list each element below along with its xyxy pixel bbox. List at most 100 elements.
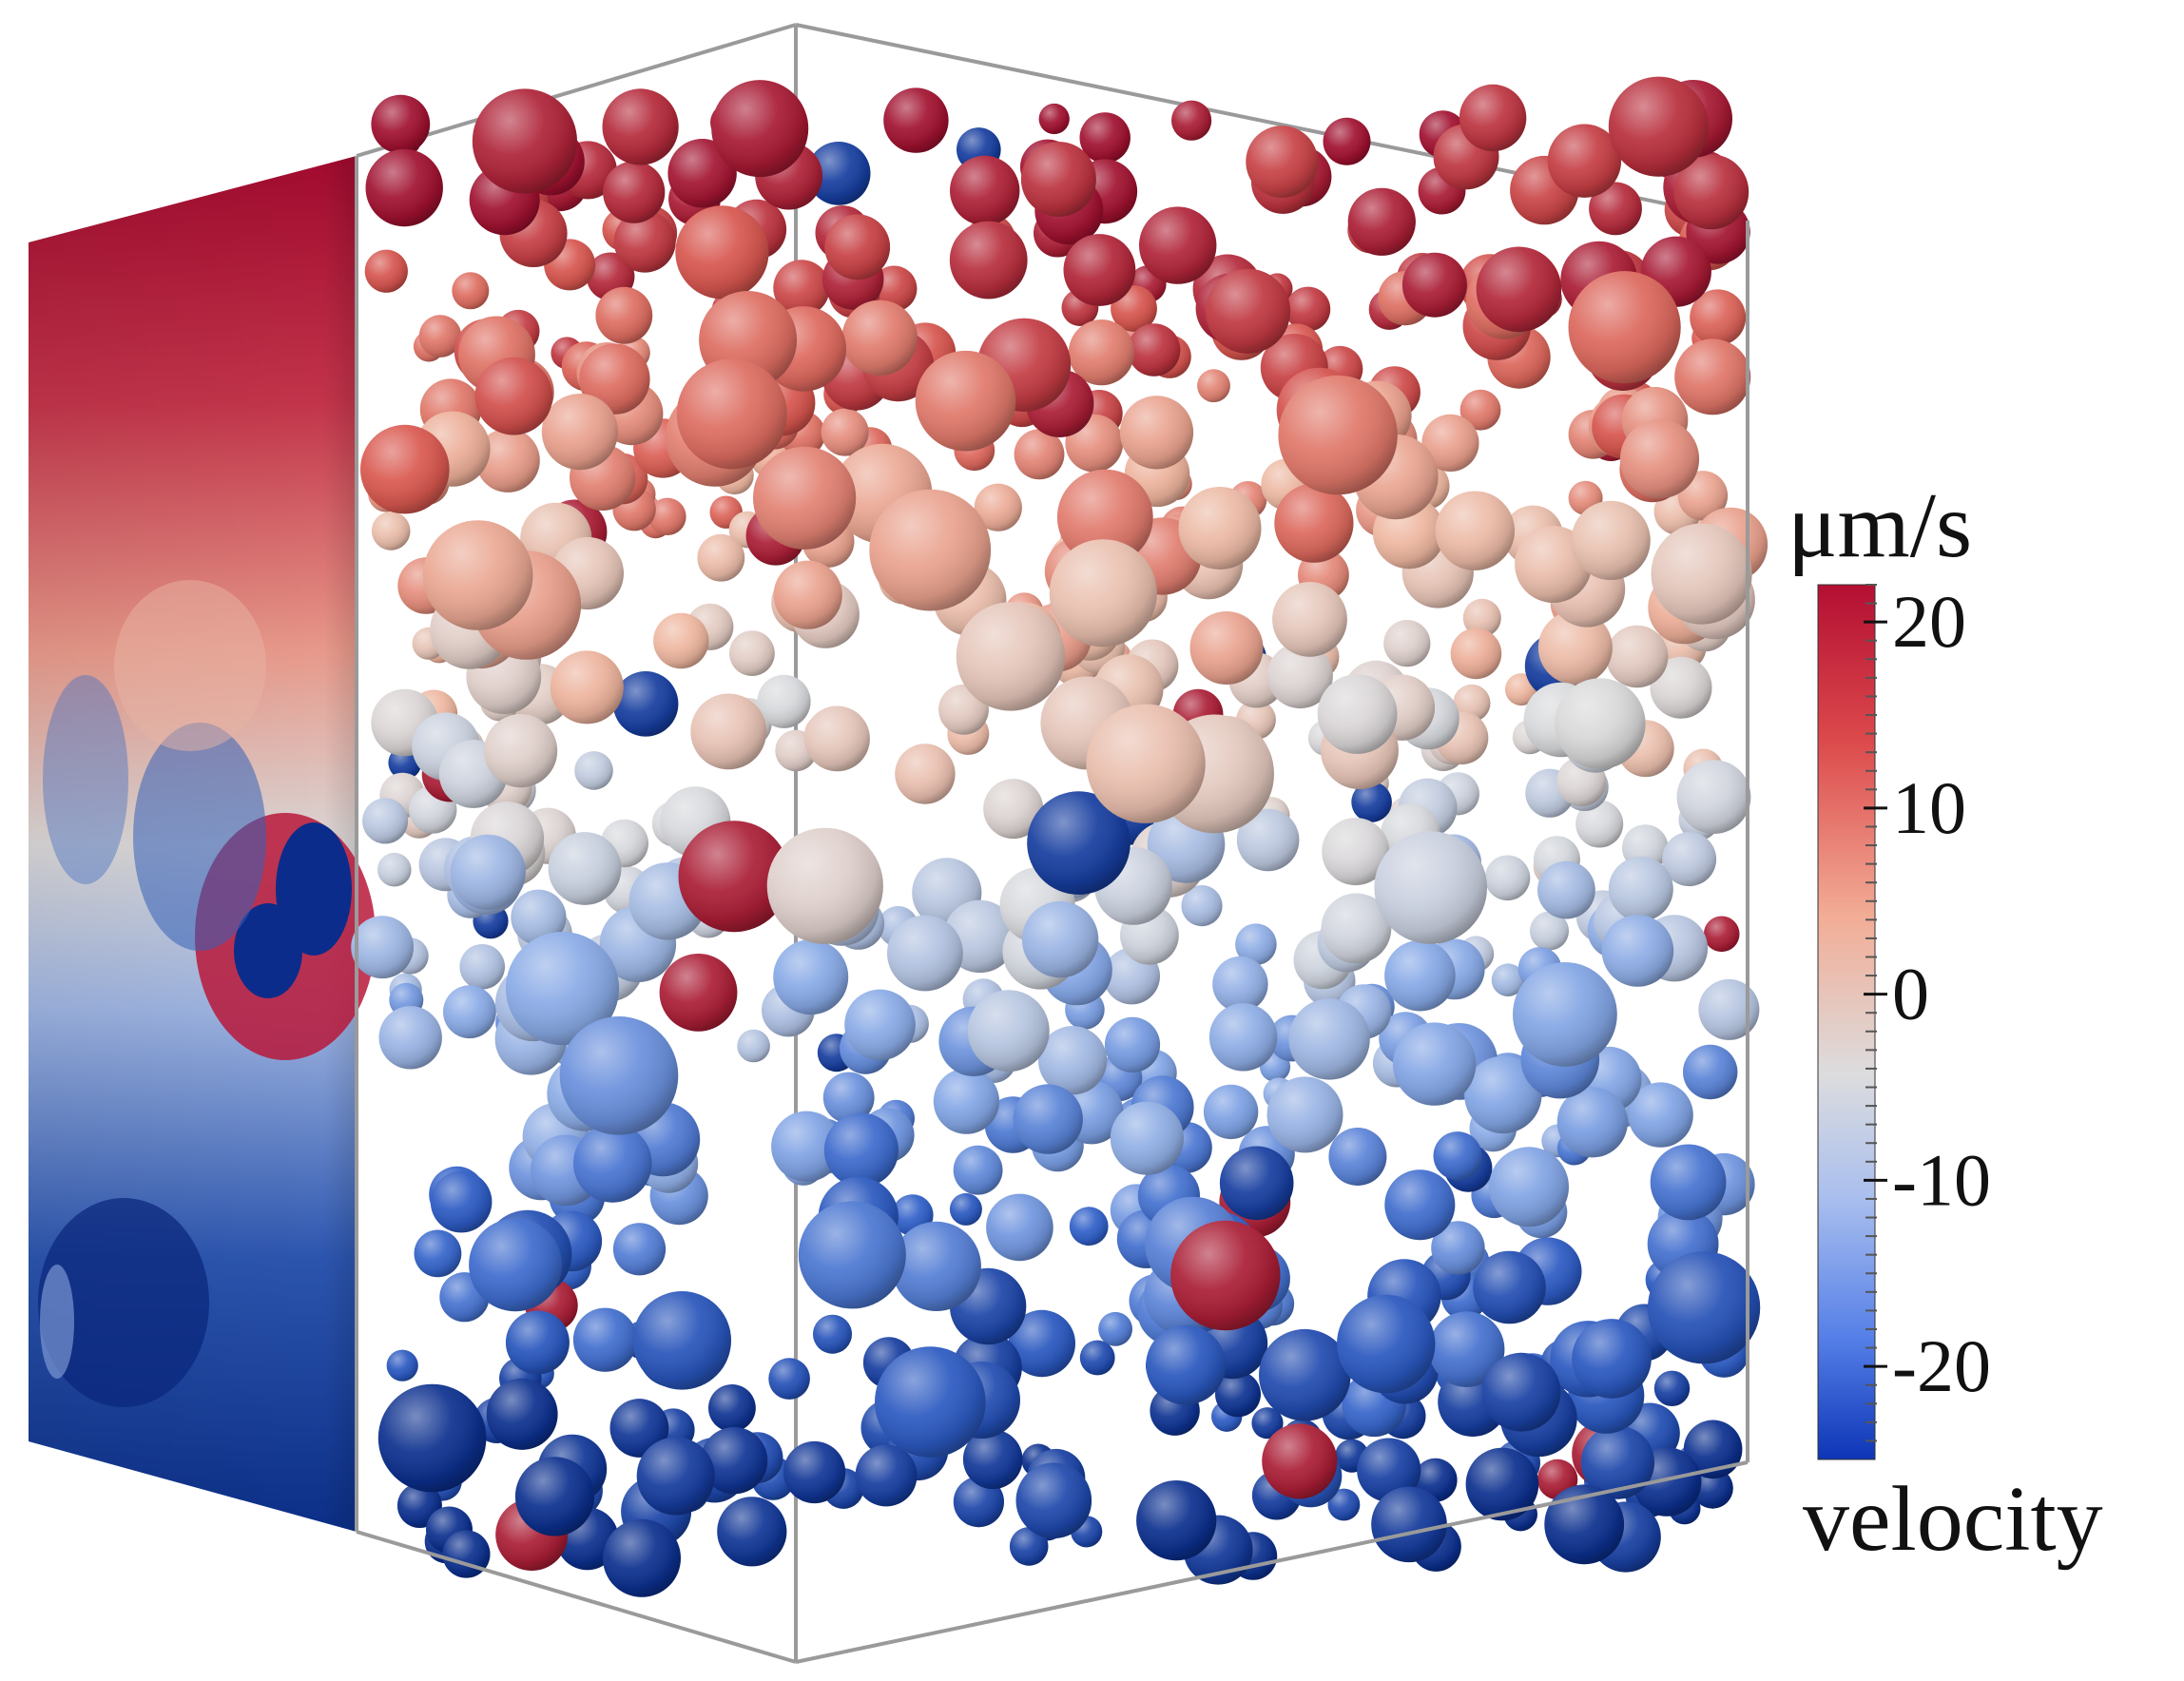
- particle-sphere: [1651, 523, 1752, 625]
- particle-sphere: [1110, 1101, 1184, 1175]
- particle-sphere: [595, 286, 653, 344]
- particle-sphere: [855, 1444, 918, 1507]
- particle-sphere: [1119, 396, 1194, 470]
- particle-sphere: [648, 497, 686, 535]
- particle-sphere: [773, 260, 830, 317]
- particle-sphere: [983, 779, 1044, 840]
- particle-sphere: [1464, 1055, 1542, 1134]
- particle-sphere: [550, 650, 624, 725]
- particle-sphere: [1235, 923, 1277, 965]
- particle-sphere: [1572, 1319, 1652, 1399]
- particle-sphere: [675, 205, 769, 299]
- particle-sphere: [1433, 1131, 1482, 1181]
- particle-sphere: [1431, 1221, 1485, 1275]
- particle-sphere: [1703, 916, 1740, 953]
- particle-sphere: [1266, 643, 1333, 709]
- particle-sphere: [1086, 704, 1206, 823]
- particle-sphere: [1556, 1087, 1628, 1158]
- particle-sphere: [1322, 818, 1390, 886]
- particle-sphere: [602, 88, 679, 165]
- particle-sphere: [1606, 625, 1669, 688]
- particle-sphere: [378, 1006, 442, 1070]
- particle-sphere: [1274, 483, 1354, 563]
- particle-sphere: [1698, 978, 1760, 1040]
- particle-sphere: [1683, 1420, 1743, 1479]
- particle-sphere: [1384, 939, 1456, 1012]
- particle-sphere: [1136, 1480, 1217, 1561]
- particle-sphere: [475, 428, 540, 493]
- particle-sphere: [1650, 656, 1712, 719]
- particle-sphere: [371, 94, 431, 154]
- colorbar-tick-marks: [1864, 620, 1887, 1368]
- particle-sphere: [821, 408, 869, 456]
- particle-sphere: [1049, 539, 1157, 647]
- particle-sphere: [1079, 1340, 1115, 1376]
- particle-sphere: [1568, 271, 1681, 384]
- particle-sphere: [452, 272, 490, 310]
- particle-sphere: [1203, 1084, 1259, 1140]
- particle-sphere: [915, 350, 1016, 452]
- particle-sphere: [377, 1383, 487, 1493]
- particle-sphere: [1374, 831, 1487, 944]
- particle-sphere: [667, 139, 737, 208]
- particle-sphere: [1428, 1311, 1505, 1387]
- particle-sphere: [678, 821, 790, 933]
- particle-sphere: [773, 560, 842, 629]
- particle-sphere: [953, 1145, 1003, 1195]
- colorbar-field-label: velocity: [1803, 1468, 2103, 1571]
- particle-sphere: [1371, 1486, 1447, 1563]
- particle-sphere: [613, 210, 676, 273]
- particle-sphere: [822, 1072, 875, 1124]
- particle-sphere: [1236, 808, 1300, 872]
- particle-sphere: [887, 915, 963, 992]
- particle-sphere: [1435, 491, 1516, 570]
- particle-sphere: [953, 1477, 1004, 1528]
- particle-sphere: [783, 1440, 846, 1504]
- particle-sphere: [737, 1029, 770, 1063]
- particle-sphere: [1146, 1324, 1226, 1405]
- particle-sphere: [1351, 782, 1392, 822]
- particle-sphere: [459, 944, 505, 990]
- particle-sphere: [1537, 860, 1595, 919]
- particle-sphere: [486, 1378, 558, 1450]
- particle-sphere: [771, 1111, 842, 1183]
- particle-sphere: [1038, 103, 1070, 135]
- particle-sphere: [1208, 1003, 1278, 1072]
- particle-sphere: [1069, 1207, 1109, 1246]
- particle-sphere: [351, 916, 414, 979]
- particle-sphere: [949, 155, 1020, 226]
- particle-sphere: [1401, 252, 1467, 318]
- particle-sphere: [1014, 429, 1065, 480]
- particle-sphere: [1056, 469, 1153, 566]
- particle-sphere: [823, 1112, 899, 1188]
- particle-sphere: [1178, 487, 1262, 570]
- particle-sphere: [1317, 674, 1398, 754]
- particle-sphere: [1219, 1146, 1294, 1221]
- particle-sphere: [773, 939, 849, 1015]
- particle-sphere: [472, 88, 577, 194]
- colorbar-tick-label-minus20: -20: [1892, 1324, 1991, 1407]
- particle-sphere: [1462, 598, 1501, 637]
- colorbar-tick-label-minus10: -10: [1892, 1138, 1991, 1221]
- particle-sphere: [891, 1221, 981, 1311]
- particle-sphere: [1476, 246, 1562, 333]
- particle-sphere: [1673, 154, 1749, 230]
- particle-sphere: [1327, 1488, 1361, 1521]
- particle-sphere: [1212, 956, 1268, 1013]
- particle-sphere: [708, 1384, 756, 1432]
- particle-sphere: [430, 1170, 493, 1233]
- particle-sphere: [1027, 791, 1131, 895]
- particle-sphere: [612, 1223, 667, 1276]
- particle-sphere: [1347, 187, 1416, 256]
- particle-sphere: [1465, 1447, 1539, 1521]
- colorbar-bar: [1818, 585, 1875, 1459]
- particle-sphere: [1392, 1022, 1477, 1106]
- particle-sphere: [377, 852, 412, 887]
- bounding-box-front: [355, 156, 1749, 1664]
- particle-sphere: [1272, 582, 1347, 657]
- particle-sphere: [1266, 1076, 1343, 1153]
- particle-sphere: [1079, 112, 1131, 164]
- particle-sphere: [364, 249, 408, 293]
- particle-sphere: [841, 299, 918, 376]
